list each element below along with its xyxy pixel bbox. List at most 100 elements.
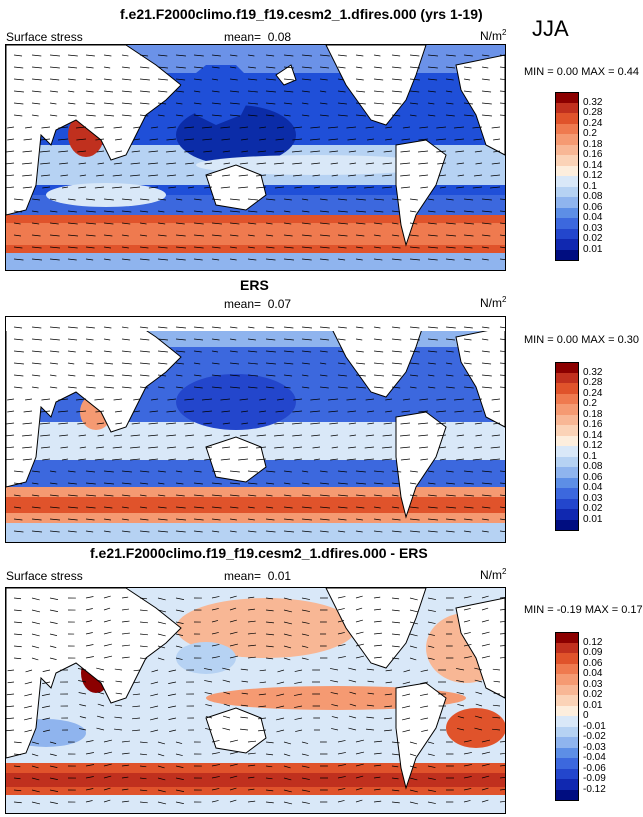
stress-arrow — [61, 458, 69, 461]
stress-arrow — [481, 210, 492, 213]
stress-vectors — [6, 595, 505, 805]
stress-arrow — [24, 693, 33, 697]
stress-arrow — [103, 506, 113, 509]
colorbar-swatch — [555, 425, 579, 436]
stress-arrow — [67, 198, 76, 201]
stress-arrow — [121, 102, 133, 105]
stress-arrow — [167, 693, 177, 696]
stress-arrow — [6, 729, 15, 732]
stress-arrow — [13, 621, 22, 624]
stress-arrow — [229, 494, 240, 497]
colorbar-tick-label: 0.02 — [583, 689, 603, 700]
stress-arrow — [418, 138, 429, 141]
stress-arrow — [311, 162, 321, 165]
stress-arrow — [85, 350, 93, 353]
stress-arrow — [391, 530, 402, 533]
stress-arrow — [31, 222, 40, 225]
stress-arrow — [301, 114, 310, 117]
stress-arrow — [367, 422, 375, 425]
stress-arrow — [157, 506, 167, 509]
stress-arrow — [103, 775, 112, 779]
stress-arrow — [6, 717, 15, 720]
stress-arrow — [499, 494, 505, 496]
stress-arrow — [13, 114, 23, 117]
stress-arrow — [115, 692, 123, 695]
stress-arrow — [149, 138, 159, 141]
panel-1-units: N/m2 — [480, 28, 506, 43]
stress-arrow — [499, 633, 505, 635]
stress-arrow — [491, 398, 501, 401]
stress-arrow — [121, 374, 133, 377]
stress-arrow — [13, 645, 22, 648]
stress-arrow — [259, 126, 267, 129]
stress-arrow — [265, 326, 275, 329]
stress-arrow — [391, 114, 401, 117]
stress-arrow — [337, 374, 347, 377]
stress-arrow — [391, 326, 401, 329]
stress-arrow — [391, 374, 402, 377]
stress-arrow — [463, 800, 471, 803]
stress-arrow — [427, 753, 435, 756]
stress-arrow — [337, 54, 347, 57]
stress-arrow — [193, 326, 204, 329]
stress-arrow — [420, 681, 429, 684]
stress-arrow — [301, 597, 311, 600]
panel-2-min-label: MIN = — [524, 334, 554, 346]
stress-arrow — [274, 150, 285, 153]
stress-arrow — [445, 386, 455, 389]
stress-arrow — [473, 410, 483, 413]
stress-arrow — [409, 753, 417, 757]
stress-arrow — [31, 362, 42, 365]
stress-arrow — [499, 609, 505, 611]
stress-arrow — [463, 530, 472, 533]
stress-arrow — [463, 198, 474, 201]
colorbar-tick-label: 0.04 — [583, 212, 603, 223]
stress-arrow — [348, 667, 357, 671]
stress-arrow — [355, 258, 363, 261]
stress-arrow — [205, 728, 213, 731]
stress-arrow — [301, 789, 311, 792]
stress-arrow — [436, 126, 447, 129]
stress-arrow — [445, 114, 455, 117]
stress-arrow — [265, 386, 275, 389]
stress-arrow — [222, 679, 231, 683]
stress-arrow — [265, 222, 273, 225]
stress-arrow — [147, 434, 159, 437]
stress-arrow — [355, 655, 365, 659]
stress-arrow — [259, 669, 267, 672]
stress-arrow — [409, 90, 420, 93]
stress-arrow — [481, 655, 491, 659]
stress-arrow — [193, 386, 203, 389]
stress-arrow — [49, 621, 58, 624]
stress-arrow — [355, 619, 363, 623]
stress-arrow — [493, 692, 501, 695]
stress-arrow — [85, 198, 96, 201]
stress-arrow — [292, 138, 303, 141]
stress-arrow — [355, 482, 366, 485]
stress-arrow — [481, 374, 492, 377]
stress-arrow — [121, 54, 129, 57]
stress-arrow — [301, 326, 313, 329]
stress-arrow — [183, 138, 195, 141]
stress-arrow — [265, 54, 275, 57]
stress-arrow — [121, 656, 130, 659]
stress-arrow — [337, 326, 347, 329]
stress-arrow — [238, 446, 249, 449]
stress-arrow — [481, 54, 490, 57]
stress-arrow — [211, 338, 220, 341]
stress-arrow — [493, 410, 501, 413]
colorbar-swatch — [555, 123, 579, 134]
stress-arrow — [121, 788, 129, 791]
stress-arrow — [301, 482, 310, 485]
stress-arrow — [373, 258, 383, 261]
stress-arrow — [481, 78, 490, 81]
stress-arrow — [373, 482, 384, 485]
stress-arrow — [203, 668, 213, 671]
stress-arrow — [121, 258, 131, 261]
stress-arrow — [23, 138, 33, 141]
stress-arrow — [373, 90, 384, 93]
stress-arrow — [283, 506, 293, 509]
colorbar-tick-label: 0.14 — [583, 429, 603, 441]
stress-arrow — [25, 669, 33, 673]
stress-arrow — [85, 506, 96, 509]
